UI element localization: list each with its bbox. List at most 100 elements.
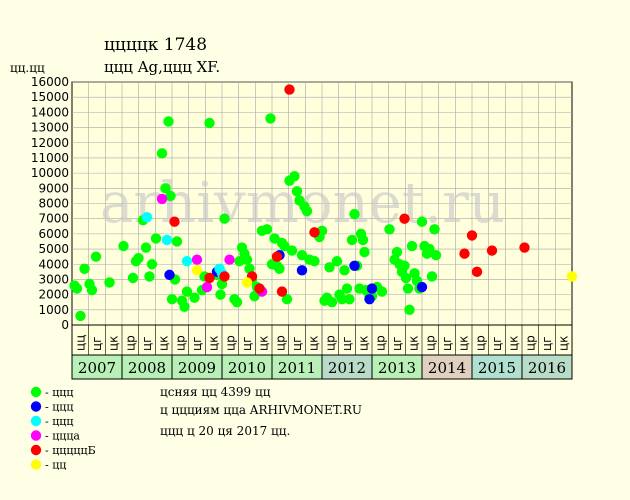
data-point <box>357 234 369 246</box>
data-point <box>339 265 350 276</box>
y-tick-label: 10000 <box>31 166 69 180</box>
data-point <box>156 148 168 159</box>
legend-marker <box>30 444 42 456</box>
month-label: цр <box>473 335 487 351</box>
month-label: цк <box>207 336 221 351</box>
month-label: цк <box>257 336 271 351</box>
legend-marker <box>30 459 42 470</box>
data-point <box>286 245 298 256</box>
month-label: цк <box>357 336 371 351</box>
month-label: цг <box>190 337 204 351</box>
data-point <box>404 304 415 316</box>
month-label: цг <box>340 337 354 351</box>
data-point <box>471 266 483 278</box>
data-point <box>424 243 435 255</box>
data-point <box>156 193 168 205</box>
data-point <box>86 284 98 296</box>
y-tick-label: 6000 <box>38 227 69 241</box>
year-label: 2012 <box>328 359 366 377</box>
data-point <box>459 248 470 259</box>
data-point <box>90 251 102 262</box>
data-point <box>215 289 226 300</box>
data-point <box>291 186 303 197</box>
data-point <box>75 310 86 322</box>
y-tick-label: 4000 <box>38 257 69 271</box>
data-point <box>71 283 83 294</box>
data-point <box>519 242 530 253</box>
data-point <box>269 233 280 244</box>
legend-label: - ццц <box>45 401 73 414</box>
data-point <box>279 240 290 252</box>
month-label: цг <box>440 337 454 351</box>
data-point <box>271 251 283 262</box>
data-point <box>349 208 360 220</box>
data-point <box>161 234 173 246</box>
data-point <box>231 297 243 308</box>
data-point <box>376 286 388 297</box>
y-tick-label: 7000 <box>38 212 69 226</box>
data-point <box>171 236 183 247</box>
y-tick-label: 9000 <box>38 181 69 195</box>
data-point <box>276 286 288 297</box>
data-point <box>341 283 353 294</box>
data-point <box>169 216 180 227</box>
data-point <box>191 254 203 265</box>
data-point <box>146 259 158 270</box>
data-point <box>384 224 395 235</box>
chart-title: ццццк 1748 <box>104 35 207 55</box>
year-label: 2011 <box>278 359 316 377</box>
data-point <box>191 265 203 276</box>
y-tick-label: 15000 <box>31 90 69 104</box>
footer-source: ц ццциям цца ARHIVMONET.RU <box>160 403 362 417</box>
data-point <box>430 249 442 261</box>
month-label: цк <box>557 336 571 351</box>
data-point <box>219 271 230 282</box>
legend-marker <box>30 415 42 427</box>
data-point <box>166 293 178 305</box>
month-label: цк <box>157 336 171 351</box>
data-point <box>391 246 403 258</box>
legend-label: - цццa <box>45 430 80 443</box>
legend-label: - ццц <box>45 386 73 399</box>
data-point <box>346 234 358 246</box>
data-point <box>301 205 313 217</box>
data-point <box>426 271 438 282</box>
legend-label: - цц <box>45 459 66 472</box>
data-point <box>429 224 440 235</box>
year-box <box>71 354 123 380</box>
data-point <box>160 183 171 194</box>
month-label: цр <box>523 335 537 351</box>
data-point <box>265 113 276 124</box>
month-label: цр <box>373 335 387 351</box>
legend-marker <box>30 430 42 441</box>
data-point <box>141 211 153 223</box>
data-point <box>324 262 335 273</box>
year-label: 2014 <box>428 359 466 377</box>
month-label: цг <box>140 337 154 351</box>
month-label: цр <box>423 335 437 351</box>
year-box <box>471 354 523 380</box>
year-label: 2015 <box>478 359 516 377</box>
data-point <box>165 190 176 202</box>
y-tick-label: 2000 <box>38 288 69 302</box>
y-tick-label: 11000 <box>31 151 69 165</box>
year-box <box>421 354 473 380</box>
data-point <box>349 260 360 271</box>
y-tick-label: 3000 <box>38 272 69 286</box>
year-box <box>121 354 173 380</box>
year-label: 2013 <box>378 359 416 377</box>
year-label: 2010 <box>228 359 266 377</box>
month-label: цк <box>407 336 421 351</box>
data-point <box>163 116 174 127</box>
legend: - ццц- ццц- ццц- цццa- цццццБ- цц <box>30 386 96 472</box>
data-point <box>241 254 253 265</box>
month-label: цк <box>107 336 121 351</box>
data-point <box>140 242 152 253</box>
data-point <box>127 272 139 284</box>
data-point <box>254 283 265 294</box>
month-label: цк <box>457 336 471 351</box>
year-box <box>171 354 223 380</box>
y-tick-label: 16000 <box>31 75 69 89</box>
